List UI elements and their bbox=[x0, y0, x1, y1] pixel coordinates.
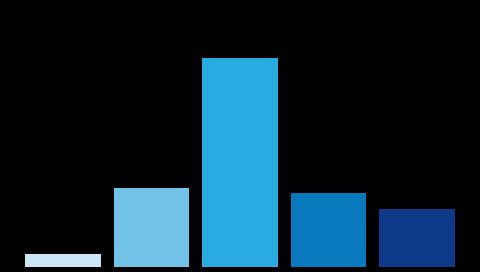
Bar bbox=[114, 188, 189, 267]
Bar bbox=[25, 254, 101, 267]
Bar bbox=[379, 209, 455, 267]
Bar bbox=[203, 58, 277, 267]
Bar bbox=[291, 193, 366, 267]
